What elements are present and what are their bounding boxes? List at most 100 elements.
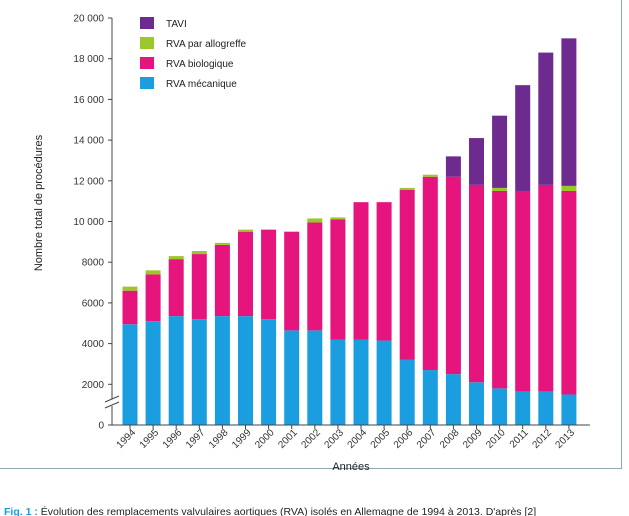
x-tick-label: 2005 <box>369 427 393 451</box>
bar-segment-rva-biologique <box>191 254 207 320</box>
bar-segment-rva-m-canique <box>445 374 461 425</box>
bar-layer <box>122 38 577 425</box>
x-tick-label: 2006 <box>392 427 416 451</box>
bar-segment-rva-m-canique <box>422 370 438 425</box>
bar-segment-rva-par-allogreffe <box>561 185 577 191</box>
legend-label: TAVI <box>166 19 187 30</box>
bar-segment-rva-biologique <box>122 290 138 325</box>
legend-label: RVA mécanique <box>166 79 237 90</box>
x-tick-label: 1997 <box>184 427 208 451</box>
bar-segment-rva-m-canique <box>191 319 207 425</box>
x-tick-label: 2012 <box>530 427 554 451</box>
x-tick-label: 2004 <box>346 427 370 451</box>
x-tick-label: 2011 <box>508 427 531 450</box>
bar-segment-rva-m-canique <box>330 339 346 425</box>
legend-label: RVA biologique <box>166 59 234 70</box>
bar-segment-rva-biologique <box>515 190 531 392</box>
bar-segment-rva-biologique <box>561 190 577 395</box>
bar-segment-rva-biologique <box>422 176 438 371</box>
bar-segment-rva-m-canique <box>214 316 230 425</box>
bar-segment-rva-par-allogreffe <box>307 218 323 223</box>
axis-break-gap <box>106 399 118 406</box>
bar-segment-rva-biologique <box>399 189 415 360</box>
y-tick-label: 16 000 <box>73 95 104 106</box>
legend-swatch <box>140 57 154 69</box>
legend-swatch <box>140 77 154 89</box>
caption-label: Fig. 1 : <box>4 506 38 516</box>
x-tick-label: 2000 <box>253 427 277 451</box>
bar-segment-rva-biologique <box>330 219 346 340</box>
x-tick-label: 1994 <box>115 427 139 451</box>
x-tick-label: 2007 <box>415 427 439 451</box>
x-tick-label: 2010 <box>484 427 508 451</box>
bar-segment-rva-biologique <box>168 259 184 317</box>
legend-swatch <box>140 17 154 29</box>
bar-segment-rva-biologique <box>307 222 323 331</box>
bar-segment-rva-m-canique <box>122 324 138 425</box>
bar-segment-rva-par-allogreffe <box>214 242 230 245</box>
y-tick-label: 2000 <box>82 380 105 391</box>
bar-segment-tavi <box>469 138 484 185</box>
bar-segment-rva-par-allogreffe <box>168 256 184 260</box>
bar-segment-rva-biologique <box>376 202 392 341</box>
y-tick-label: 6000 <box>82 298 105 309</box>
stacked-bar-chart: 0 2000 4000 6000 8000 10 000 12 000 14 000 16 00… <box>33 14 590 473</box>
y-tick-label: 8000 <box>82 258 105 269</box>
x-tick-label: 1998 <box>207 427 231 451</box>
bar-segment-tavi <box>492 115 508 188</box>
bar-segment-rva-par-allogreffe <box>191 251 207 255</box>
y-tick-label: 0 <box>98 421 104 432</box>
y-tick-label: 4000 <box>82 339 105 350</box>
bar-segment-rva-par-allogreffe <box>238 229 253 232</box>
bar-segment-rva-m-canique <box>353 339 369 425</box>
bar-segment-rva-par-allogreffe <box>399 187 415 190</box>
y-tick-label: 18 000 <box>73 54 104 65</box>
y-tick-label: 10 000 <box>73 217 104 228</box>
bar-segment-tavi <box>515 85 531 191</box>
bar-segment-rva-m-canique <box>145 321 161 425</box>
x-tick-label: 2003 <box>323 427 347 451</box>
bar-segment-tavi <box>538 52 554 185</box>
bar-segment-rva-biologique <box>284 231 300 331</box>
bar-segment-rva-m-canique <box>307 330 323 425</box>
y-axis: 0 2000 4000 6000 8000 10 000 12 000 14 000 16 00… <box>73 14 113 432</box>
x-tick-label: 1995 <box>138 427 162 451</box>
bar-segment-rva-m-canique <box>538 391 554 425</box>
x-tick-label: 1999 <box>230 427 254 451</box>
x-tick-label: 2001 <box>276 427 300 451</box>
bar-segment-rva-m-canique <box>168 316 184 425</box>
bar-segment-rva-biologique <box>469 184 484 383</box>
bar-segment-rva-biologique <box>492 190 508 389</box>
axis-break-line <box>104 395 120 403</box>
bar-segment-rva-m-canique <box>492 388 508 425</box>
bar-segment-rva-par-allogreffe <box>422 174 438 177</box>
x-axis-title: Années <box>332 461 370 473</box>
bar-segment-rva-biologique <box>353 202 369 340</box>
y-tick-label: 20 000 <box>73 14 104 25</box>
bar-segment-rva-par-allogreffe <box>122 286 138 291</box>
y-tick-label: 14 000 <box>73 136 104 147</box>
x-axis: 1994 1995 1996 1997 1998 1999 2000 2001 2002 2003… <box>112 424 590 451</box>
x-tick-label: 2008 <box>438 427 462 451</box>
figure-caption: Fig. 1 : Évolution des remplacements val… <box>4 503 624 516</box>
x-tick-label: 2009 <box>461 427 485 451</box>
bar-segment-rva-m-canique <box>561 394 577 425</box>
x-tick-label: 2002 <box>299 427 323 451</box>
axis-break-line <box>104 401 120 409</box>
bar-segment-rva-m-canique <box>399 359 415 425</box>
bar-segment-rva-par-allogreffe <box>145 270 161 275</box>
bar-segment-rva-biologique <box>538 184 554 392</box>
bar-segment-rva-biologique <box>214 244 230 317</box>
bar-segment-tavi <box>561 38 577 186</box>
legend-label: RVA par allogreffe <box>166 39 246 50</box>
bar-segment-rva-m-canique <box>284 330 300 425</box>
bar-segment-rva-par-allogreffe <box>492 187 508 191</box>
bar-segment-rva-biologique <box>261 229 277 320</box>
axis-break-mark <box>104 395 120 409</box>
bar-segment-rva-m-canique <box>238 316 253 425</box>
caption-text: Évolution des remplacements valvulaires … <box>37 506 537 516</box>
x-tick-label: 1996 <box>161 427 185 451</box>
x-tick-label: 2013 <box>554 427 578 451</box>
bar-segment-rva-m-canique <box>376 340 392 425</box>
legend: TAVI RVA par allogreffe RVA biologique RVA … <box>140 17 246 90</box>
